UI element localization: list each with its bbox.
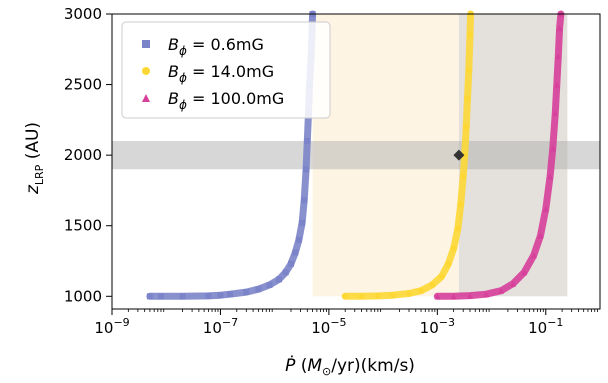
legend-marker-0 bbox=[142, 40, 150, 48]
data-point bbox=[521, 269, 528, 276]
data-point bbox=[389, 292, 396, 299]
data-point bbox=[542, 205, 549, 212]
highlight-marker bbox=[453, 149, 465, 161]
data-point bbox=[282, 269, 289, 276]
data-point bbox=[466, 292, 473, 299]
legend-box bbox=[121, 21, 331, 119]
data-point bbox=[275, 276, 282, 283]
data-point bbox=[483, 291, 490, 298]
data-point bbox=[157, 293, 164, 300]
data-point bbox=[466, 32, 473, 39]
data-point bbox=[243, 289, 250, 296]
data-point bbox=[498, 287, 505, 294]
x-tick-label: 10−9 bbox=[94, 316, 129, 337]
data-point bbox=[217, 292, 224, 299]
y-tick-label: 2000 bbox=[64, 146, 102, 164]
legend-label-2: Bϕ = 100.0mG bbox=[168, 89, 284, 112]
data-point bbox=[461, 152, 468, 159]
data-point bbox=[434, 293, 441, 300]
y-axis-label: zLRP (AU) bbox=[23, 122, 46, 195]
data-point bbox=[549, 145, 556, 152]
legend-marker-1 bbox=[142, 67, 150, 75]
data-point bbox=[374, 292, 381, 299]
y-tick-label: 2500 bbox=[64, 76, 102, 94]
legend-label-1: Bϕ = 14.0mG bbox=[168, 62, 274, 85]
data-point bbox=[463, 123, 470, 130]
data-point bbox=[450, 245, 457, 252]
y-tick-label: 3000 bbox=[64, 5, 102, 23]
data-point bbox=[342, 293, 349, 300]
data-point bbox=[179, 293, 186, 300]
legend: Bϕ = 0.6mG Bϕ = 14.0mG Bϕ = 100.0mG bbox=[121, 21, 331, 119]
axis-ticks: 10−9 10−7 10−5 10−3 10−1 1000 1500 2000 2500 3000 bbox=[64, 5, 598, 337]
data-point bbox=[301, 197, 308, 204]
data-point bbox=[537, 232, 544, 239]
data-point bbox=[552, 109, 559, 116]
x-tick-label: 10−5 bbox=[311, 316, 346, 337]
data-point bbox=[304, 138, 311, 145]
series-1 bbox=[341, 10, 475, 300]
data-point bbox=[255, 286, 262, 293]
data-point bbox=[405, 290, 412, 297]
series-2 bbox=[433, 10, 565, 300]
x-axis-label: Ṗ (M⊙/yr)(km/s) bbox=[285, 355, 415, 378]
data-point bbox=[146, 293, 153, 300]
data-point bbox=[454, 225, 461, 232]
y-tick-label: 1500 bbox=[64, 217, 102, 235]
data-point bbox=[510, 280, 517, 287]
data-point bbox=[205, 292, 212, 299]
data-point bbox=[465, 67, 472, 74]
data-point bbox=[464, 95, 471, 102]
data-point bbox=[553, 81, 560, 88]
data-point bbox=[226, 291, 233, 298]
data-point bbox=[266, 282, 273, 289]
data-point bbox=[438, 273, 445, 280]
legend-label-0: Bϕ = 0.6mG bbox=[168, 35, 264, 58]
data-point bbox=[555, 53, 562, 60]
plot-frame bbox=[111, 13, 601, 310]
data-point bbox=[457, 201, 464, 208]
data-point bbox=[530, 252, 537, 259]
data-point bbox=[556, 25, 563, 32]
data-point bbox=[303, 166, 310, 173]
data-point bbox=[547, 173, 554, 180]
horizontal-band bbox=[112, 141, 600, 170]
legend-marker-2 bbox=[142, 94, 150, 102]
data-point bbox=[295, 236, 302, 243]
data-point bbox=[450, 293, 457, 300]
data-point bbox=[299, 219, 306, 226]
data-point bbox=[358, 293, 365, 300]
y-tick-label: 1000 bbox=[64, 287, 102, 305]
data-point bbox=[287, 260, 294, 267]
x-tick-label: 10−3 bbox=[420, 316, 455, 337]
highlight-point bbox=[453, 149, 465, 161]
data-point bbox=[445, 260, 452, 267]
data-point bbox=[460, 173, 467, 180]
data-point bbox=[418, 287, 425, 294]
data-point bbox=[429, 282, 436, 289]
x-tick-label: 10−1 bbox=[528, 316, 563, 337]
data-point bbox=[292, 249, 299, 256]
x-tick-label: 10−7 bbox=[203, 316, 238, 337]
